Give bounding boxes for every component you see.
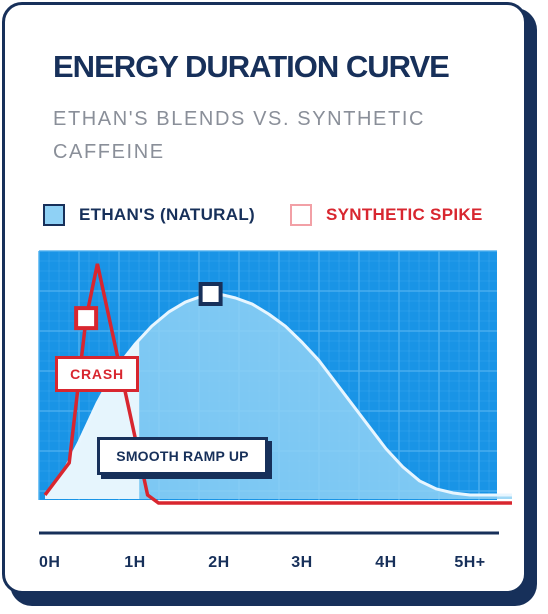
x-tick-label: 3H	[291, 554, 312, 571]
chart-card: ENERGY DURATION CURVE ETHAN'S BLENDS VS.…	[2, 2, 527, 594]
natural-peak-marker	[198, 282, 223, 306]
legend-label-synthetic: SYNTHETIC SPIKE	[326, 205, 483, 224]
legend-item-synthetic: SYNTHETIC SPIKE	[290, 202, 483, 228]
x-tick-label: 4H	[375, 554, 396, 571]
x-tick-label: 1H	[124, 554, 145, 571]
legend-swatch-synthetic	[290, 204, 312, 226]
energy-chart: 0H 1H 2H 3H 4H 5H+	[38, 250, 512, 571]
crash-annotation: CRASH	[55, 356, 139, 392]
legend-item-natural: ETHAN'S (NATURAL)	[43, 202, 255, 228]
synthetic-peak-marker	[74, 306, 99, 331]
chart-title: ENERGY DURATION CURVE	[53, 49, 450, 84]
legend-label-natural: ETHAN'S (NATURAL)	[79, 205, 255, 224]
x-tick-label: 0H	[39, 554, 60, 571]
synthetic-line	[43, 263, 512, 505]
legend-swatch-natural	[43, 204, 65, 226]
smooth-ramp-annotation: SMOOTH RAMP UP	[97, 437, 268, 475]
x-tick-label: 5H+	[454, 554, 485, 571]
x-tick-label: 2H	[208, 554, 229, 571]
chart-subtitle: ETHAN'S BLENDS VS. SYNTHETIC CAFFEINE	[53, 108, 426, 163]
